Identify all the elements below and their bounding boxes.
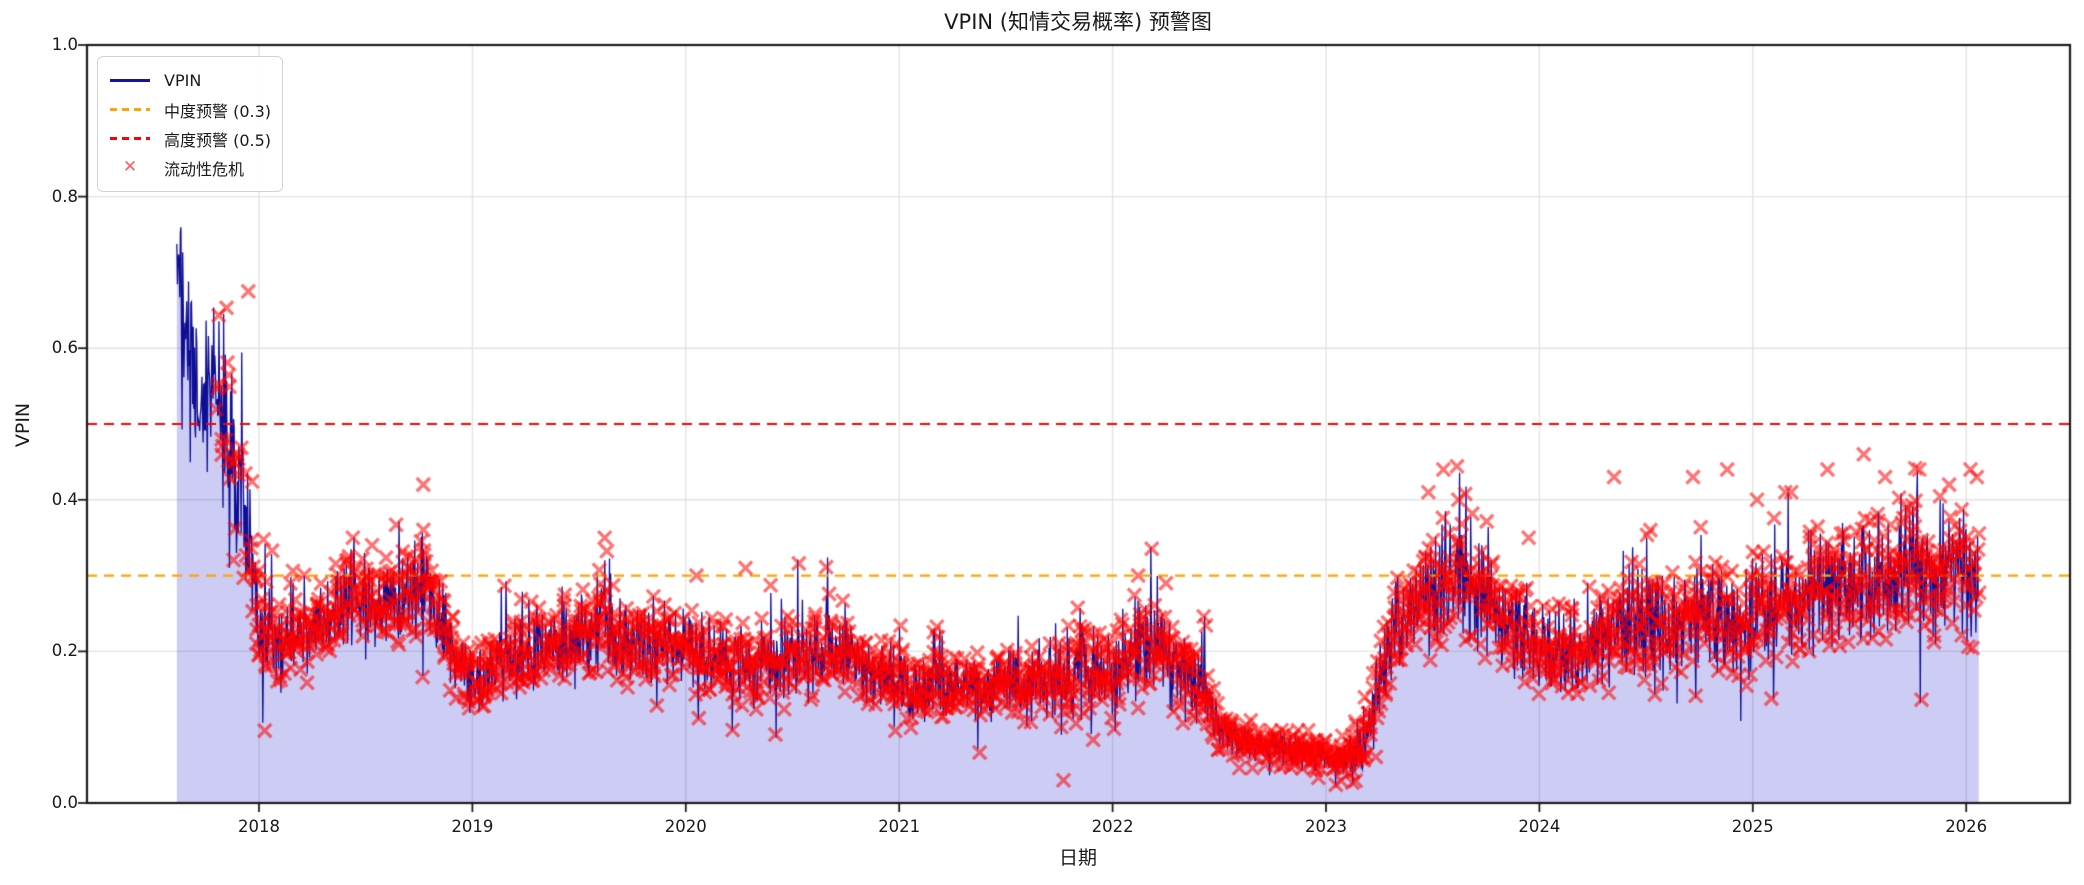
legend-label: VPIN bbox=[164, 71, 202, 90]
legend-label: 高度预警 (0.5) bbox=[164, 130, 272, 150]
legend-label: 流动性危机 bbox=[164, 159, 245, 179]
x-tick-label: 2025 bbox=[1731, 817, 1774, 836]
y-tick-label: 0.8 bbox=[51, 186, 78, 206]
x-axis-label: 日期 bbox=[1058, 847, 1098, 869]
y-tick-label: 0.4 bbox=[51, 489, 78, 509]
moderate-dashed-line-icon bbox=[110, 108, 150, 111]
legend-item-vpin: VPIN bbox=[110, 66, 270, 95]
y-axis-label: VPIN bbox=[12, 402, 34, 448]
vpin-line-icon bbox=[110, 79, 150, 82]
legend-label: 中度预警 (0.3) bbox=[164, 101, 272, 121]
legend-item-liquidity-crisis: ✕ 流动性危机 bbox=[110, 153, 270, 182]
y-tick-label: 0.6 bbox=[51, 338, 78, 358]
x-tick-label: 2022 bbox=[1091, 817, 1134, 836]
x-marker-icon: ✕ bbox=[122, 157, 138, 177]
legend: VPIN 中度预警 (0.3) 高度预警 (0.5) ✕ 流动性危机 bbox=[97, 56, 283, 192]
x-tick-label: 2019 bbox=[451, 817, 494, 836]
legend-item-high-warning: 高度预警 (0.5) bbox=[110, 124, 272, 153]
x-tick-label: 2023 bbox=[1305, 817, 1347, 836]
y-tick-label: 0.2 bbox=[51, 641, 78, 661]
x-tick-label: 2020 bbox=[664, 817, 707, 836]
y-tick-label: 1.0 bbox=[51, 35, 78, 54]
x-tick-label: 2024 bbox=[1518, 817, 1561, 836]
x-tick-label: 2021 bbox=[878, 817, 921, 836]
y-tick-label: 0.0 bbox=[51, 793, 78, 812]
legend-item-moderate-warning: 中度预警 (0.3) bbox=[110, 95, 272, 124]
x-tick-label: 2018 bbox=[238, 817, 280, 836]
chart-title: VPIN (知情交易概率) 预警图 bbox=[944, 10, 1212, 34]
x-tick-label: 2026 bbox=[1945, 817, 1988, 836]
high-dashed-line-icon bbox=[110, 137, 150, 140]
